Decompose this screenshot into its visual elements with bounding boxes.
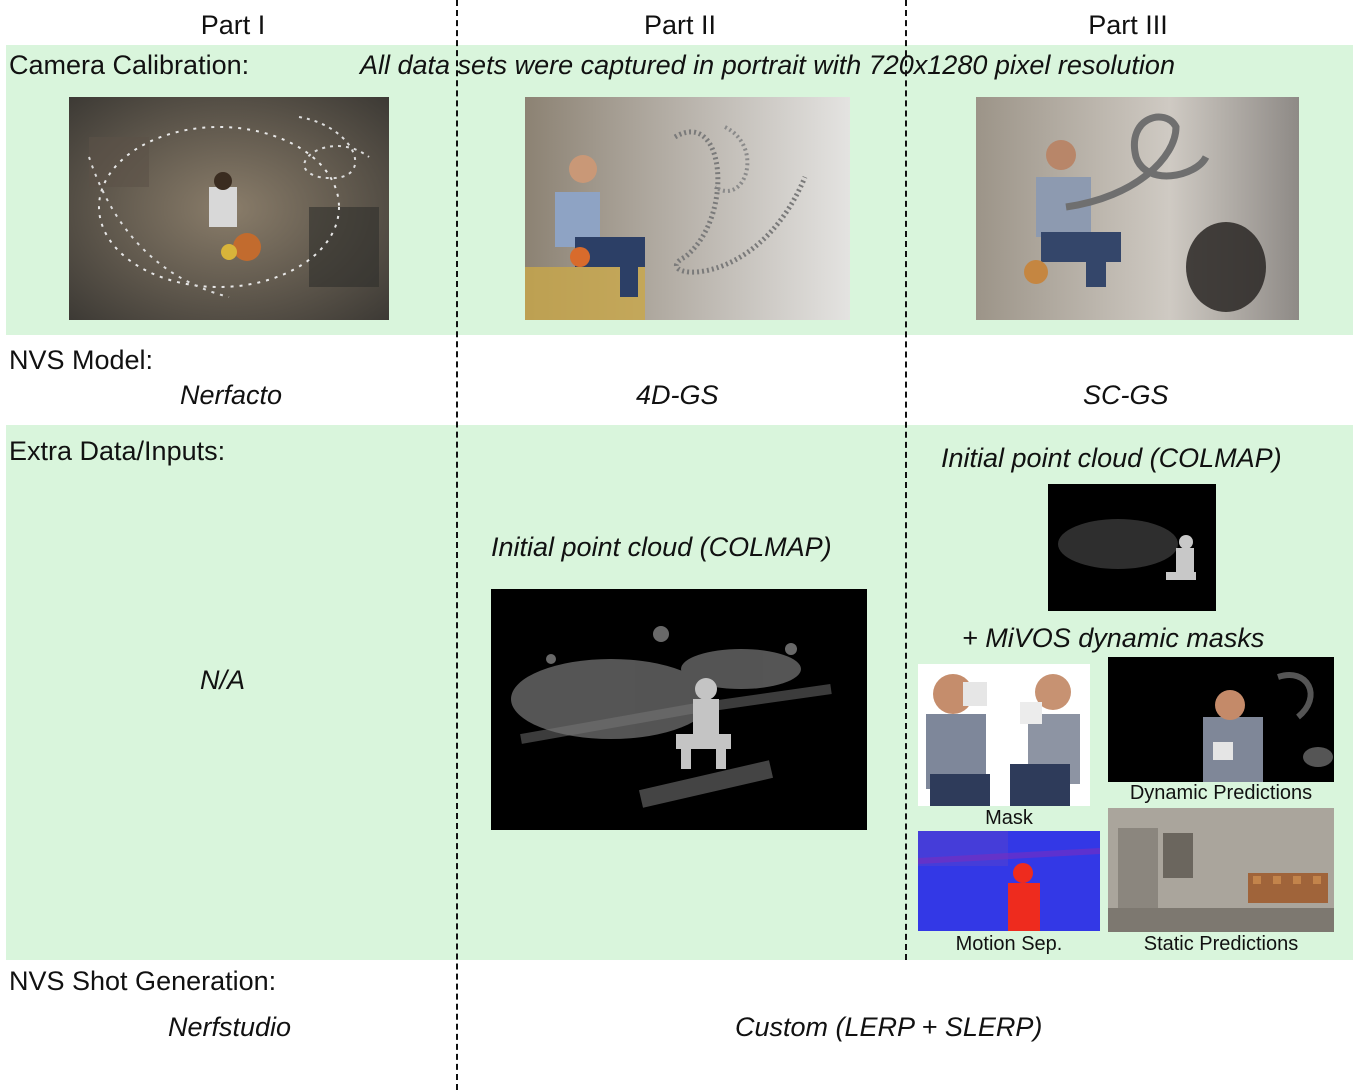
calibration-image-part1 — [69, 97, 389, 320]
extra-data-label: Extra Data/Inputs: — [9, 436, 226, 466]
capture-note: All data sets were captured in portrait … — [360, 50, 1175, 80]
nvs-model-part1: Nerfacto — [180, 380, 283, 410]
nvs-model-label: NVS Model: — [9, 345, 154, 375]
header-part2: Part II — [643, 10, 717, 40]
nvs-model-part3: SC-GS — [1083, 380, 1169, 410]
shot-generation-label: NVS Shot Generation: — [9, 966, 277, 996]
header-part1: Part I — [200, 10, 266, 40]
nvs-model-part2: 4D-GS — [636, 380, 719, 410]
point-cloud-image-part3 — [1048, 484, 1216, 611]
static-predictions-image — [1108, 808, 1334, 932]
shot-generation-part1: Nerfstudio — [168, 1012, 292, 1042]
shot-generation-part23: Custom (LERP + SLERP) — [735, 1012, 1043, 1042]
point-cloud-title-part2: Initial point cloud (COLMAP) — [491, 532, 832, 562]
header-part3: Part III — [1088, 10, 1168, 40]
dynamic-predictions-image — [1108, 657, 1334, 782]
caption-dynamic-predictions: Dynamic Predictions — [1129, 782, 1313, 804]
motion-separation-image — [918, 831, 1100, 931]
divider-part1-part2 — [456, 0, 458, 1090]
mask-image — [918, 664, 1090, 806]
mivos-masks-title: + MiVOS dynamic masks — [962, 623, 1265, 653]
extra-data-part1: N/A — [200, 665, 246, 695]
point-cloud-title-part3: Initial point cloud (COLMAP) — [941, 443, 1282, 473]
point-cloud-image-part2 — [491, 589, 867, 830]
calibration-image-part3 — [976, 97, 1299, 320]
calibration-image-part2 — [525, 97, 850, 320]
divider-part2-part3 — [905, 0, 907, 960]
camera-calibration-label: Camera Calibration: — [9, 50, 250, 80]
caption-motion-separation: Motion Sep. — [955, 933, 1063, 955]
caption-mask: Mask — [985, 807, 1033, 829]
caption-static-predictions: Static Predictions — [1143, 933, 1299, 955]
